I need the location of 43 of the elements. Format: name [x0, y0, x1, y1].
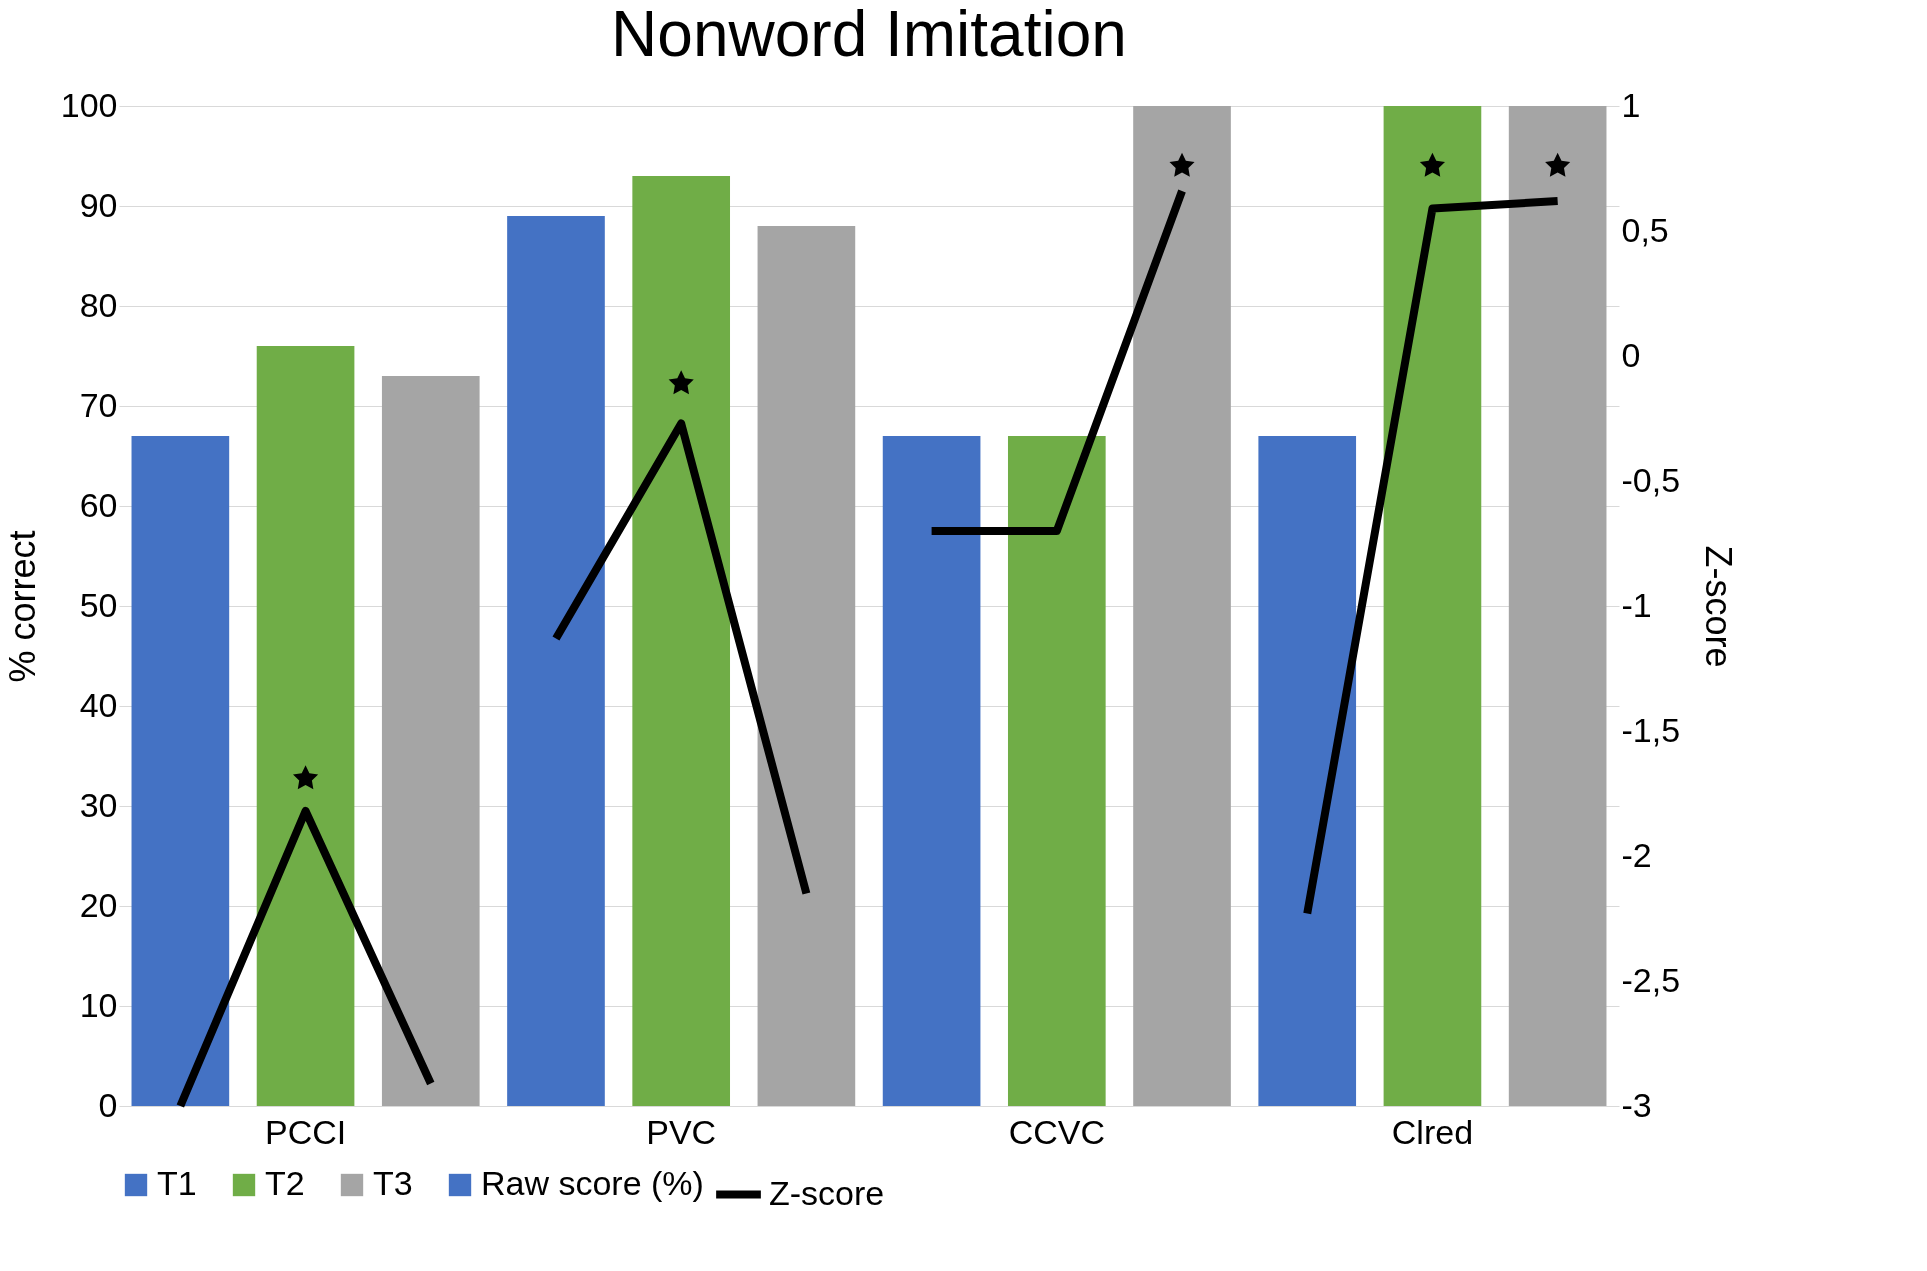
legend-label: T3 — [373, 1164, 413, 1202]
point — [292, 765, 319, 790]
bar — [632, 176, 731, 1106]
y-tick-label: 100 — [60, 85, 118, 124]
bar — [131, 436, 230, 1106]
y2-tick-label: -2,5 — [1621, 960, 1681, 999]
point — [668, 370, 694, 395]
y-tick-label: 50 — [79, 585, 118, 624]
y2-tick-label: 0,5 — [1621, 210, 1669, 249]
point — [1545, 152, 1571, 177]
bar — [381, 376, 480, 1106]
y-tick-label: 40 — [79, 685, 118, 724]
y-axis-title: % correct — [1, 530, 43, 683]
point — [1419, 152, 1446, 177]
y-tick-label: 70 — [79, 385, 118, 424]
chart-title: Nonword Imitation — [611, 0, 1127, 70]
y2-tick-label: -2 — [1621, 835, 1652, 874]
y-tick-label: 20 — [79, 885, 118, 924]
legend-label: Z-score — [769, 1173, 885, 1212]
bar — [757, 226, 856, 1106]
y2-tick-label: -1 — [1621, 585, 1652, 624]
y-tick-label: 10 — [79, 985, 118, 1024]
x-tick-label: Clred — [1391, 1112, 1474, 1151]
x-tick-label: CCVC — [1008, 1112, 1105, 1151]
y-tick-label: 30 — [79, 785, 118, 824]
y-tick-label: 80 — [79, 285, 118, 324]
y2-tick-label: 0 — [1621, 335, 1641, 374]
bar — [507, 216, 605, 1106]
point — [1169, 152, 1195, 177]
y2-tick-label: -3 — [1621, 1085, 1652, 1124]
x-tick-label: PCCI — [264, 1112, 347, 1151]
y-tick-label: 60 — [79, 485, 118, 524]
legend-label: Raw score (%) — [481, 1164, 704, 1202]
x-tick-label: PVC — [646, 1112, 717, 1151]
bar — [256, 346, 355, 1106]
y2-axis-title: Z-score — [1698, 545, 1740, 668]
y-tick-label: 90 — [79, 185, 118, 224]
legend-label: T2 — [265, 1164, 305, 1202]
y-tick-label: 0 — [98, 1085, 118, 1124]
y2-tick-label: -1,5 — [1621, 710, 1681, 749]
y2-tick-label: 1 — [1621, 85, 1641, 124]
y2-tick-label: -0,5 — [1621, 460, 1681, 499]
legend-label: T1 — [157, 1164, 197, 1202]
